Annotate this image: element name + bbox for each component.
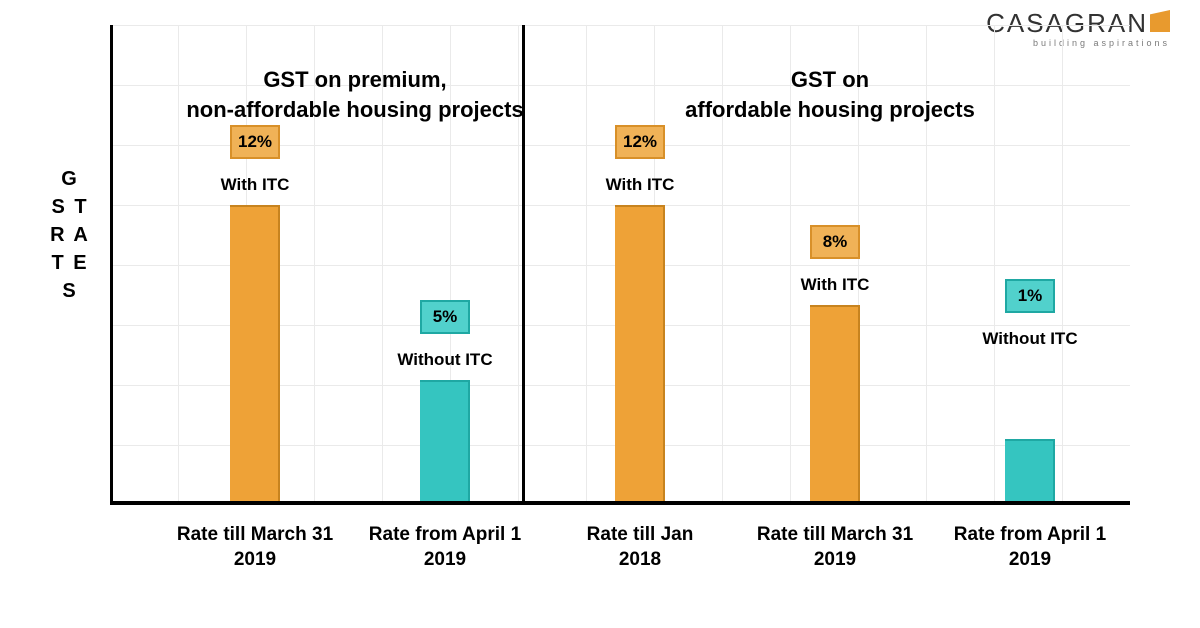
bar-slot: With ITC 12% [155, 25, 355, 505]
rate-bar [230, 205, 280, 505]
rate-value-box: 8% [810, 225, 860, 259]
x-axis-tick-label: Rate from April 1 2019 [930, 523, 1130, 572]
bar-slot: Without ITC 1% [930, 25, 1130, 505]
bar-slot: With ITC 12% [540, 25, 740, 505]
rate-value-box: 12% [615, 125, 665, 159]
itc-label: With ITC [735, 275, 935, 295]
x-axis-tick-label: Rate from April 1 2019 [345, 523, 545, 572]
itc-label: With ITC [155, 175, 355, 195]
rate-value-box: 1% [1005, 279, 1055, 313]
itc-label: With ITC [540, 175, 740, 195]
plot-area: GST on premium, non-affordable housing p… [110, 25, 1130, 505]
rate-bar [1005, 439, 1055, 505]
x-axis-tick-label: Rate till March 31 2019 [155, 523, 355, 572]
rate-bar [420, 380, 470, 505]
x-axis-tick-label: Rate till Jan 2018 [540, 523, 740, 572]
rate-value-box: 12% [230, 125, 280, 159]
rate-bar [615, 205, 665, 505]
rate-value-box: 5% [420, 300, 470, 334]
brand-flag-icon [1150, 10, 1170, 32]
bar-slot: With ITC 8% [735, 25, 935, 505]
rate-bar [810, 305, 860, 505]
gst-rates-chart: G S T R A T E S GST on premium, non-affo… [50, 25, 1150, 585]
x-axis-tick-label: Rate till March 31 2019 [735, 523, 935, 572]
bar-slot: Without ITC 5% [345, 25, 545, 505]
y-axis-label: G S T R A T E S [50, 165, 90, 305]
itc-label: Without ITC [345, 350, 545, 370]
itc-label: Without ITC [930, 329, 1130, 349]
